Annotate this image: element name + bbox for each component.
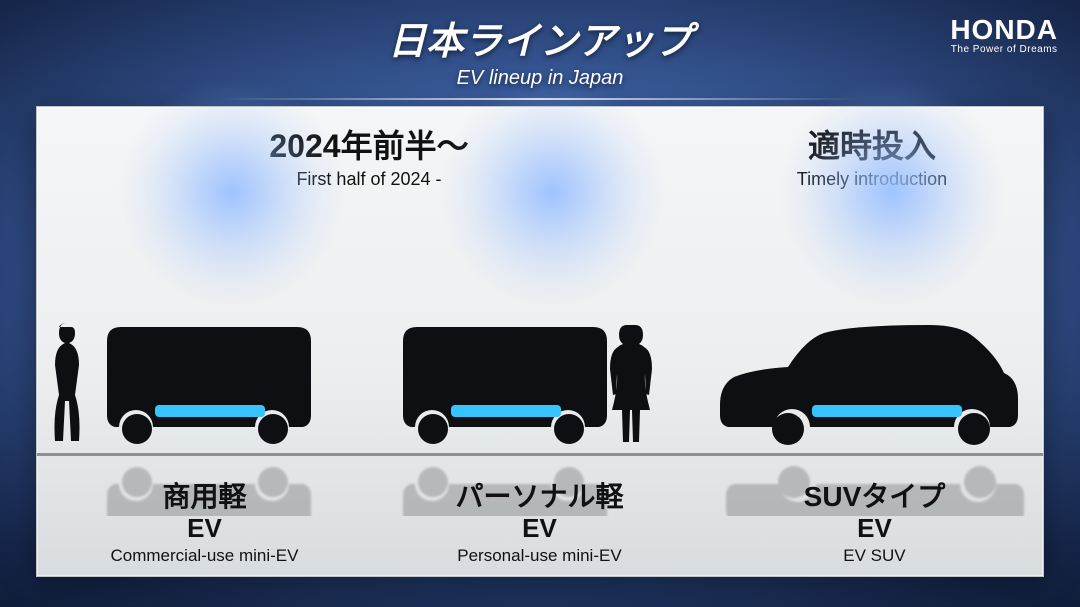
person-icon — [55, 323, 80, 441]
slide: HONDA The Power of Dreams 日本ラインアップ EV li… — [0, 0, 1080, 607]
label-ev: EV — [707, 513, 1042, 544]
silhouette-suv — [702, 255, 1042, 455]
vehicle-cell-personal — [373, 215, 708, 455]
vehicle-stage — [37, 215, 1043, 455]
silhouette-commercial — [37, 255, 357, 455]
vehicle-icon — [720, 325, 1018, 445]
label-jp: SUVタイプ — [707, 475, 1042, 515]
label-en: Commercial-use mini-EV — [37, 546, 372, 566]
label-col-suv: SUVタイプ EV EV SUV — [707, 475, 1042, 566]
vehicle-cell-suv — [708, 215, 1043, 455]
label-en: Personal-use mini-EV — [372, 546, 707, 566]
vehicle-icon — [107, 327, 311, 444]
label-col-commercial: 商用軽 EV Commercial-use mini-EV — [37, 475, 372, 566]
label-ev: EV — [37, 513, 372, 544]
title-jp: 日本ラインアップ — [0, 10, 1080, 65]
battery-accent-icon — [812, 405, 962, 417]
label-col-personal: パーソナル軽 EV Personal-use mini-EV — [372, 475, 707, 566]
label-jp: 商用軽 — [37, 475, 372, 515]
label-ev: EV — [372, 513, 707, 544]
vehicle-labels: 商用軽 EV Commercial-use mini-EV パーソナル軽 EV … — [37, 475, 1043, 566]
label-en: EV SUV — [707, 546, 1042, 566]
vehicle-icon — [403, 327, 607, 444]
vehicle-cell-commercial — [37, 215, 372, 455]
battery-accent-icon — [155, 405, 265, 417]
content-panel: 2024年前半〜 First half of 2024 - 適時投入 Timel… — [36, 106, 1044, 577]
battery-accent-icon — [451, 405, 561, 417]
person-icon — [610, 325, 652, 442]
label-jp: パーソナル軽 — [372, 475, 707, 515]
silhouette-personal — [373, 255, 693, 455]
